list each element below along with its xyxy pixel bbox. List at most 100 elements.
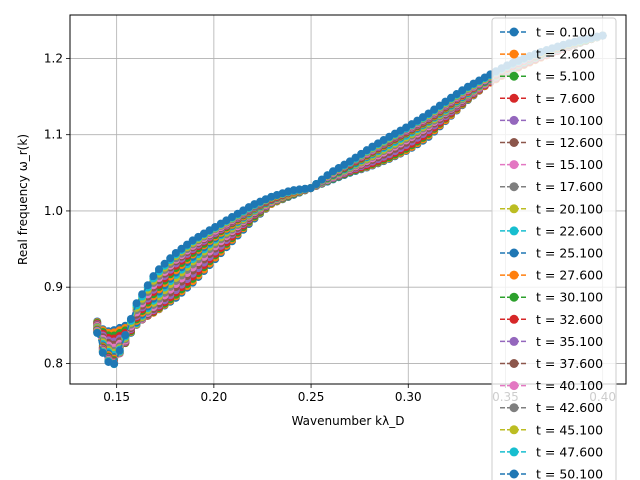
data-point [430,105,439,114]
data-point [306,184,315,193]
data-point [312,179,321,188]
legend-label: t = 37.600 [536,356,603,371]
legend-marker [509,93,519,103]
legend-item: t = 50.100 [500,467,603,480]
data-point [121,331,130,340]
legend-label: t = 0.100 [536,25,595,40]
data-point [452,90,461,99]
legend-marker [509,49,519,59]
legend-item: t = 27.600 [500,268,603,283]
legend-marker [509,425,519,435]
x-tick-label: 0.25 [298,390,325,404]
y-tick-label: 0.9 [44,280,63,294]
legend-item: t = 17.600 [500,179,603,194]
y-tick-label: 1.0 [44,204,63,218]
data-point [317,175,326,184]
data-point [345,157,354,166]
legend-item: t = 45.100 [500,422,603,437]
data-point [110,359,119,368]
legend-label: t = 5.100 [536,69,595,84]
legend-item: t = 25.100 [500,246,603,261]
legend-label: t = 12.600 [536,135,603,150]
legend-marker [509,292,519,302]
legend-marker [509,71,519,81]
data-point [441,97,450,106]
data-point [143,281,152,290]
data-point [138,290,147,299]
legend-marker [509,248,519,258]
x-tick-label: 0.20 [201,390,228,404]
legend-label: t = 10.100 [536,113,603,128]
legend-item: t = 12.600 [500,135,603,150]
legend-label: t = 2.600 [536,47,595,62]
legend-marker [509,381,519,391]
data-point [357,149,366,158]
legend-box [491,17,617,480]
data-point [98,348,107,357]
legend-item: t = 32.600 [500,312,603,327]
legend-item: t = 40.100 [500,378,603,393]
legend-label: t = 15.100 [536,157,603,172]
y-tick-label: 0.8 [44,356,63,370]
data-point [126,314,135,323]
legend-marker [509,314,519,324]
legend-label: t = 25.100 [536,246,603,261]
data-point [115,346,124,355]
data-point [447,93,456,102]
legend-label: t = 27.600 [536,268,603,283]
legend-label: t = 17.600 [536,179,603,194]
legend-marker [509,447,519,457]
legend-item: t = 20.100 [500,201,603,216]
legend-item: t = 37.600 [500,356,603,371]
axes-frame [69,14,627,385]
legend-marker [509,160,519,170]
x-tick-label: 0.30 [395,390,422,404]
legend-marker [509,469,519,479]
legend-item: t = 15.100 [500,157,603,172]
data-point [132,299,141,308]
legend-marker [509,270,519,280]
legend-label: t = 20.100 [536,201,603,216]
data-point [435,101,444,110]
legend-label: t = 32.600 [536,312,603,327]
legend-label: t = 50.100 [536,467,603,480]
legend-label: t = 30.100 [536,290,603,305]
y-tick-label: 1.1 [44,128,63,142]
legend-item: t = 0.100 [500,25,595,40]
data-point [160,259,169,268]
data-point [154,265,163,274]
data-point [351,153,360,162]
legend-label: t = 22.600 [536,223,603,238]
data-point [323,171,332,180]
legend-label: t = 40.100 [536,378,603,393]
legend-item: t = 42.600 [500,400,603,415]
legend-marker [509,182,519,192]
legend-item: t = 5.100 [500,69,595,84]
legend-marker [509,359,519,368]
legend-label: t = 35.100 [536,334,603,349]
legend-marker [509,138,519,147]
legend-item: t = 2.600 [500,47,595,62]
legend: t = 0.100 t = 2.600 t = 5.100 t = 7.600 t = … [491,17,617,480]
data-point [149,272,158,281]
y-axis-label: Real frequency ω_r(k) [16,134,30,265]
x-axis-label: Wavenumber kλ_D [292,414,405,428]
legend-label: t = 42.600 [536,400,603,415]
y-tick-label: 1.2 [44,51,63,65]
legend-marker [509,336,519,346]
legend-item: t = 47.600 [500,444,603,459]
legend-item: t = 30.100 [500,290,603,305]
data-point [166,254,175,263]
data-point [93,328,102,337]
legend-marker [509,27,519,37]
legend-marker [509,403,519,413]
data-point [424,109,433,118]
data-point [183,240,192,249]
data-point [171,248,180,257]
legend-item: t = 22.600 [500,223,603,238]
legend-item: t = 10.100 [500,113,603,128]
legend-marker [509,115,519,125]
data-point [177,244,186,253]
x-tick-label: 0.15 [103,390,130,404]
